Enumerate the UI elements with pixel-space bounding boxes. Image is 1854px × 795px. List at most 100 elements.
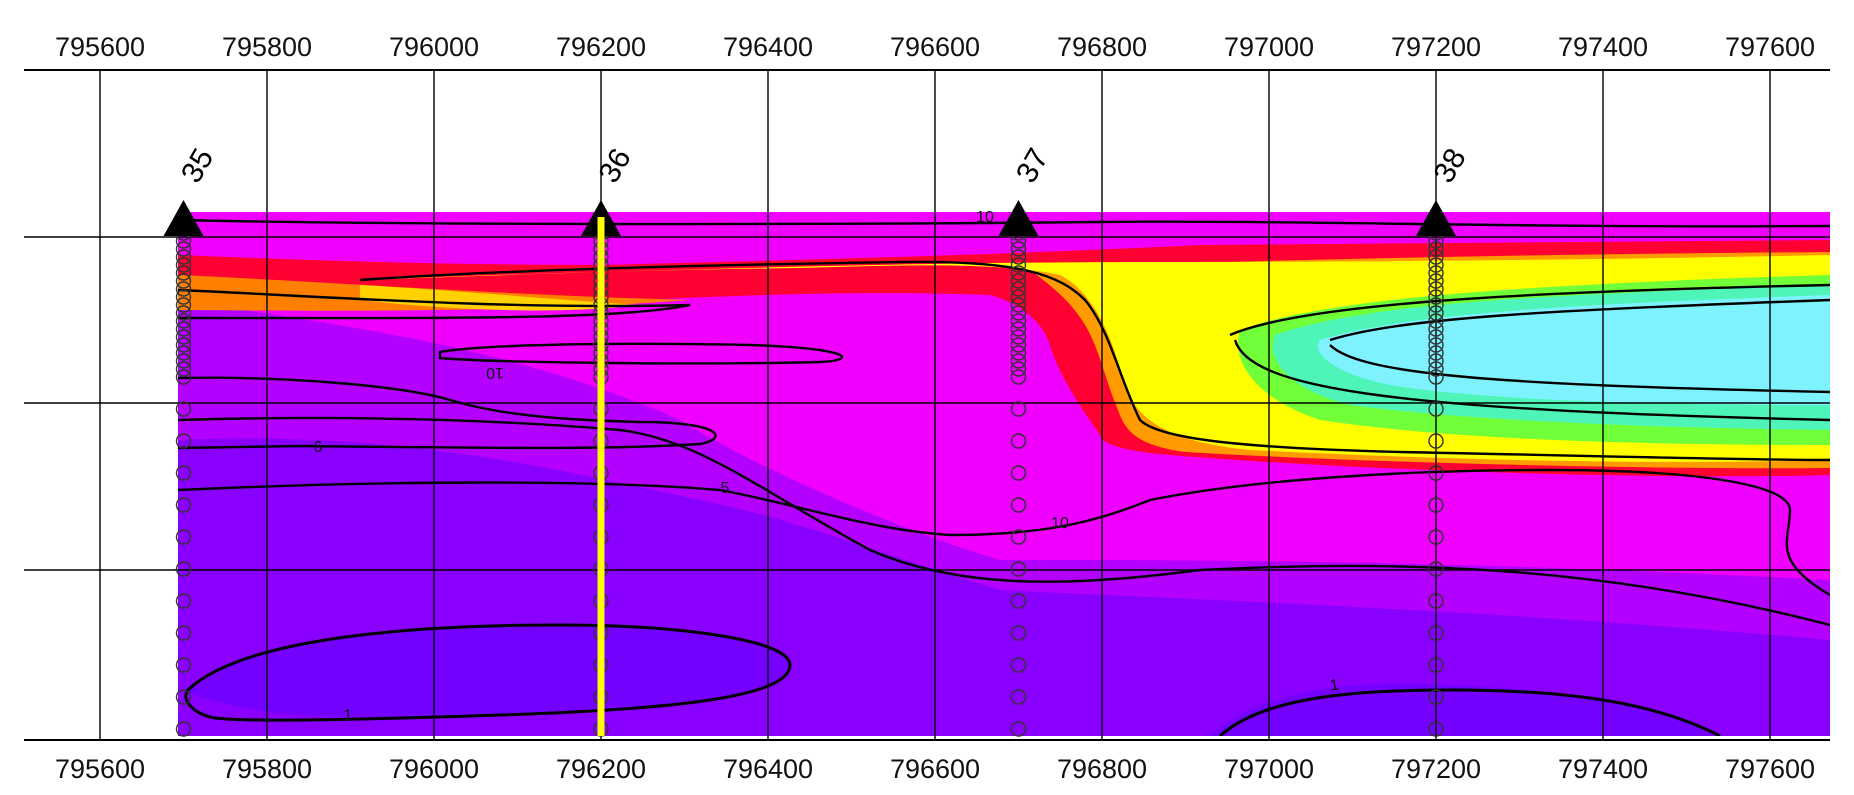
electrode-marker xyxy=(1428,297,1444,313)
electrode-marker xyxy=(175,401,192,417)
x-tick-label-top: 796600 xyxy=(890,32,980,62)
electrode-marker xyxy=(1010,305,1027,321)
electrode-marker xyxy=(1010,593,1027,609)
electrode-marker xyxy=(175,281,192,297)
electrode-marker xyxy=(1010,241,1027,257)
electrode-marker xyxy=(1428,273,1444,289)
electrode-marker xyxy=(1428,657,1444,673)
x-tick-label-top: 795600 xyxy=(55,32,145,62)
electrode-marker xyxy=(1428,241,1444,257)
x-tick-label-top: 797400 xyxy=(1558,32,1648,62)
contour-line xyxy=(1329,344,1830,394)
electrode-marker xyxy=(1010,561,1027,577)
x-tick-label-bottom: 795800 xyxy=(222,754,312,784)
deep-violet-lobe-right xyxy=(1210,683,1720,736)
electrode-marker xyxy=(175,593,192,609)
x-tick-label-bottom: 797600 xyxy=(1725,754,1815,784)
electrode-marker xyxy=(1428,561,1444,577)
electrode-marker xyxy=(1428,257,1444,273)
electrode-marker xyxy=(175,529,192,545)
electrode-marker xyxy=(175,313,192,329)
contour-line xyxy=(1229,283,1830,337)
electrode-marker xyxy=(1428,465,1444,481)
x-tick-label-bottom: 796000 xyxy=(389,754,479,784)
electrode-marker xyxy=(1428,353,1444,369)
electrode-marker xyxy=(1010,281,1027,297)
x-tick-label-top: 797600 xyxy=(1725,32,1815,62)
electrode-marker xyxy=(1010,657,1027,673)
electrode-marker xyxy=(1428,721,1444,737)
contour-line xyxy=(178,218,1830,228)
electrode-marker xyxy=(175,249,192,265)
electrode-marker xyxy=(1428,369,1444,385)
x-tick-label-bottom: 796200 xyxy=(556,754,646,784)
electrode-marker xyxy=(175,433,192,449)
electrode-marker xyxy=(1428,321,1444,337)
contour-line xyxy=(178,416,1830,627)
station-label: 35 xyxy=(175,143,220,188)
x-tick-label-top: 796000 xyxy=(389,32,479,62)
contour-line xyxy=(178,376,717,450)
electrode-marker xyxy=(1010,369,1027,385)
contour-line xyxy=(359,260,1830,462)
electrode-marker xyxy=(1010,265,1027,281)
electrode-marker xyxy=(1010,689,1027,705)
electrode-marker xyxy=(175,321,192,337)
x-tick-label-bottom: 797200 xyxy=(1391,754,1481,784)
electrode-marker xyxy=(1010,625,1027,641)
contour-line xyxy=(178,468,1830,597)
electrode-marker xyxy=(1428,329,1444,345)
electrode-marker xyxy=(1428,689,1444,705)
contour-value-label: 1 xyxy=(344,707,353,724)
electrode-marker xyxy=(1428,593,1444,609)
electrode-marker xyxy=(175,241,192,257)
contour-line xyxy=(1233,339,1830,422)
electrode-marker xyxy=(1428,289,1444,305)
electrode-marker xyxy=(1010,273,1027,289)
contour-line xyxy=(184,623,792,722)
electrode-marker xyxy=(175,625,192,641)
contour-line xyxy=(438,342,843,365)
electrode-marker xyxy=(1010,529,1027,545)
contour-value-label: 1 xyxy=(1329,676,1340,694)
electrode-marker xyxy=(1010,257,1027,273)
electrode-marker xyxy=(1428,313,1444,329)
x-tick-label-top: 796800 xyxy=(1057,32,1147,62)
electrode-marker xyxy=(1010,465,1027,481)
x-tick-label-top: 796400 xyxy=(723,32,813,62)
electrode-marker xyxy=(175,353,192,369)
electrode-marker xyxy=(175,337,192,353)
electrode-marker xyxy=(175,465,192,481)
station-label: 36 xyxy=(592,143,637,188)
x-tick-label-bottom: 796800 xyxy=(1057,754,1147,784)
contour-line xyxy=(1218,688,1721,736)
electrode-marker xyxy=(1010,329,1027,345)
electrode-marker xyxy=(1010,345,1027,361)
electrode-marker xyxy=(175,305,192,321)
x-tick-label-top: 797000 xyxy=(1224,32,1314,62)
electrode-marker xyxy=(1010,433,1027,449)
electrode-marker xyxy=(175,369,192,385)
electrode-marker xyxy=(175,721,192,737)
electrode-marker xyxy=(175,657,192,673)
contour-value-label: 10 xyxy=(486,364,504,381)
electrode-marker xyxy=(175,689,192,705)
electrode-marker xyxy=(1428,401,1444,417)
electrode-marker xyxy=(175,345,192,361)
station-label: 37 xyxy=(1010,143,1055,188)
electrode-marker xyxy=(175,497,192,513)
electrode-marker xyxy=(175,329,192,345)
yellow-zone-left xyxy=(360,285,640,311)
contour-value-label: 10 xyxy=(1051,515,1069,532)
x-tick-label-top: 796200 xyxy=(556,32,646,62)
x-tick-label-bottom: 797000 xyxy=(1224,754,1314,784)
electrode-marker xyxy=(175,297,192,313)
electrode-marker xyxy=(1010,361,1027,377)
station-triangle-icon xyxy=(1416,200,1456,236)
electrode-marker xyxy=(1010,297,1027,313)
x-tick-label-top: 795800 xyxy=(222,32,312,62)
electrode-marker xyxy=(1428,249,1444,265)
x-tick-label-bottom: 797400 xyxy=(1558,754,1648,784)
electrode-marker xyxy=(1428,337,1444,353)
